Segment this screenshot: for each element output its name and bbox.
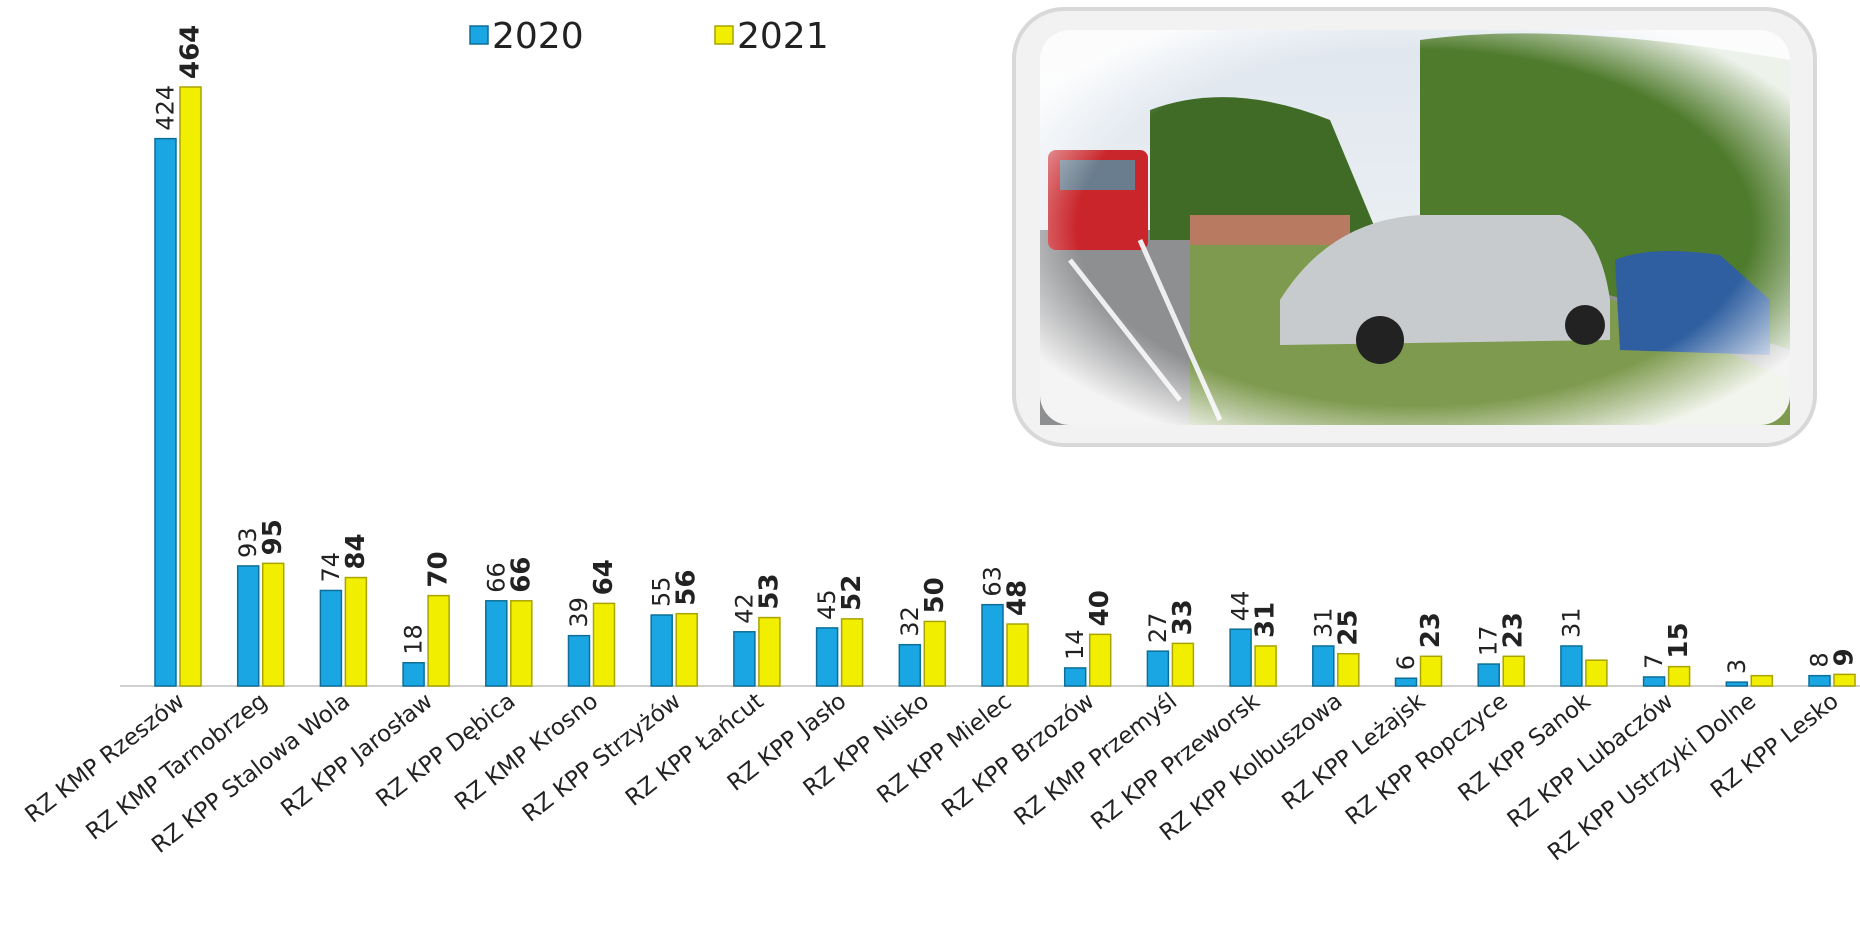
bar [1088, 633, 1112, 687]
value-label: 33 [1168, 599, 1198, 635]
x-tick-label: RZ KMP Krosno [450, 688, 603, 816]
bar [319, 589, 343, 687]
bar [758, 616, 781, 687]
bar [427, 594, 450, 687]
bar [733, 631, 756, 687]
value-label: 39 [565, 597, 593, 628]
bar [1312, 645, 1335, 687]
value-label: 63 [979, 566, 1007, 597]
bar [1171, 642, 1195, 687]
value-label: 18 [400, 624, 428, 655]
legend-swatch [714, 25, 734, 45]
value-label: 70 [424, 551, 454, 587]
bar [1254, 645, 1277, 687]
photo [1012, 7, 1817, 447]
bar [898, 643, 922, 687]
x-tick-label: RZ KPP Leżajsk [1277, 688, 1430, 816]
value-label: 52 [837, 575, 867, 611]
bar [1560, 645, 1583, 687]
value-label: 9 [1830, 648, 1860, 666]
value-label: 42 [730, 593, 758, 624]
bar [1337, 652, 1360, 687]
bar [179, 86, 202, 687]
x-tick-label: RZ KPP Jarosław [276, 688, 437, 822]
bar [236, 565, 260, 687]
value-label: 50 [920, 577, 950, 613]
bar [1477, 663, 1500, 687]
bar [1725, 681, 1749, 687]
value-label: 31 [1557, 607, 1585, 638]
bar [261, 562, 285, 687]
bar [1642, 676, 1666, 687]
bar [1502, 655, 1525, 687]
value-label: 48 [1003, 580, 1033, 616]
value-label: 25 [1333, 610, 1363, 646]
value-label: 464 [176, 25, 206, 79]
value-label: 55 [648, 576, 676, 607]
value-label: 66 [482, 562, 510, 593]
value-label: 84 [341, 533, 371, 569]
bar [1833, 673, 1856, 687]
value-label: 23 [1499, 612, 1529, 648]
value-label: 23 [1416, 612, 1446, 648]
bar [1394, 677, 1418, 687]
bar [981, 603, 1004, 687]
bar [1750, 674, 1774, 687]
value-label: 7 [1640, 654, 1668, 669]
bar [592, 602, 616, 687]
value-label: 74 [317, 552, 345, 583]
bar [815, 627, 839, 687]
bar [402, 662, 425, 687]
value-label: 40 [1085, 590, 1115, 626]
bar [1146, 650, 1170, 687]
bar [840, 618, 864, 687]
bar [1808, 674, 1831, 687]
value-label: 32 [896, 606, 924, 637]
value-label: 424 [152, 85, 180, 131]
value-label: 27 [1144, 613, 1172, 644]
value-label: 45 [813, 589, 841, 620]
bar [1229, 628, 1252, 687]
bar [1419, 655, 1443, 687]
x-tick-label: RZ KPP Dębica [371, 688, 520, 812]
value-label: 56 [672, 570, 702, 606]
bar [510, 600, 533, 687]
value-label: 3 [1723, 659, 1751, 674]
bar [923, 620, 947, 687]
value-label: 44 [1227, 591, 1255, 622]
value-label: 31 [1309, 607, 1337, 638]
value-label: 8 [1806, 652, 1834, 667]
value-label: 53 [754, 573, 784, 609]
bar [1585, 659, 1608, 687]
bar [485, 600, 508, 687]
bar [1006, 623, 1029, 687]
legend-swatch [469, 25, 489, 45]
value-label: 17 [1475, 626, 1503, 657]
bar [344, 576, 368, 687]
legend-label: 2020 [492, 16, 584, 57]
bar [650, 614, 673, 687]
bar [1667, 665, 1691, 687]
bar [154, 137, 177, 687]
value-label: 15 [1664, 622, 1694, 658]
value-label: 14 [1061, 629, 1089, 660]
value-label: 66 [506, 557, 536, 593]
bar [675, 612, 698, 687]
bar [1063, 667, 1087, 687]
bar [567, 634, 591, 687]
value-label: 93 [234, 527, 262, 558]
value-label: 31 [1251, 602, 1281, 638]
value-label: 64 [589, 559, 619, 595]
x-tick-label: RZ KPP Łańcut [621, 688, 769, 811]
value-label: 6 [1392, 655, 1420, 670]
value-label: 95 [258, 519, 288, 555]
legend-label: 2021 [737, 16, 829, 57]
